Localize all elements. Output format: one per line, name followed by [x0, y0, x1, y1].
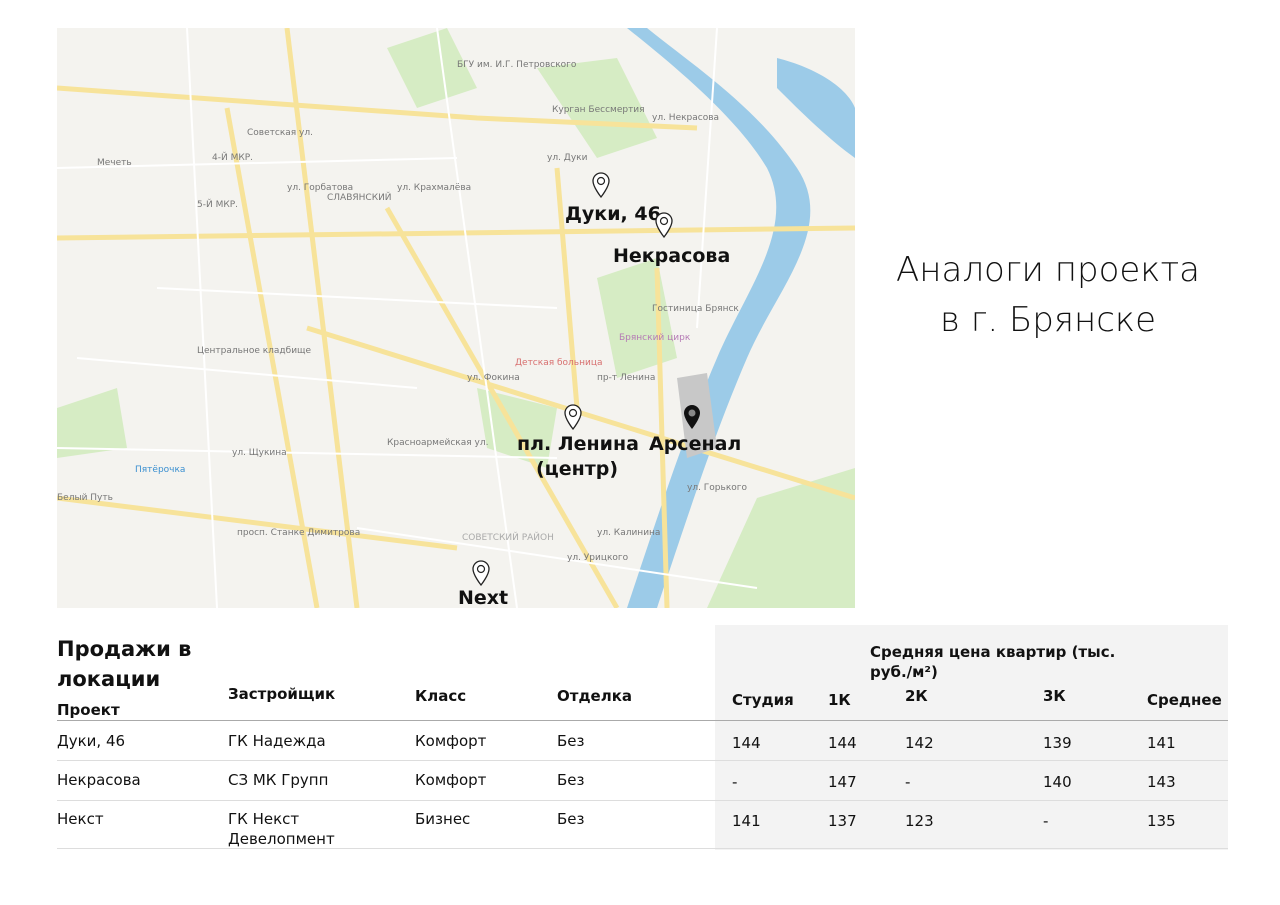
page-title: Аналоги проекта в г. Брянске — [870, 245, 1226, 345]
title-line2: в г. Брянске — [939, 300, 1157, 340]
map-street-label: ул. Некрасова — [652, 113, 720, 123]
table-cell: 140 — [1043, 773, 1072, 791]
map-street-label: Красноармейская ул. — [387, 438, 489, 448]
price-column-shade — [715, 625, 1228, 850]
table-cell: Некрасова — [57, 771, 141, 789]
map-place-label: 4-Й МКР. — [212, 153, 254, 163]
table-cell: 139 — [1043, 734, 1072, 752]
table-cell: 123 — [905, 812, 934, 830]
table-cell: 141 — [732, 812, 761, 830]
col-header: Класс — [415, 687, 467, 705]
table-cell: 135 — [1147, 812, 1176, 830]
table-cell: Некст — [57, 810, 104, 828]
table-cell: - — [1043, 812, 1049, 830]
table-cell: Без — [557, 810, 585, 828]
table-cell: ГК Некст Девелопмент — [228, 810, 335, 848]
table-cell: 144 — [828, 734, 857, 752]
section-title: Продажи в локации — [57, 637, 192, 691]
map-street-label: Советская ул. — [247, 128, 313, 138]
map-street-label: ул. Горбатова — [287, 183, 354, 193]
map-place-label: Гостиница Брянск — [652, 304, 739, 314]
marker-label: пл. Ленина (центр) — [517, 432, 639, 482]
marker-label: Дуки, 46 — [565, 203, 661, 225]
col-header: 2К — [905, 687, 928, 705]
col-header: Среднее — [1147, 691, 1222, 709]
row-divider — [57, 800, 1228, 801]
map-pin-outline-icon[interactable] — [592, 172, 610, 198]
map-pin-outline-icon[interactable] — [655, 212, 673, 238]
col-header: Застройщик — [228, 685, 336, 703]
map-pin-filled-icon[interactable] — [683, 404, 701, 430]
table-cell: Без — [557, 732, 585, 750]
marker-label: Арсенал — [649, 433, 742, 455]
marker-label: Next — [458, 587, 509, 608]
col-header: 3К — [1043, 687, 1066, 705]
table-cell: Без — [557, 771, 585, 789]
table-cell: СЗ МК Групп — [228, 771, 329, 789]
map-place-label: БГУ им. И.Г. Петровского — [457, 60, 577, 70]
map-place-label: 5-Й МКР. — [197, 200, 239, 210]
map-place-label: Центральное кладбище — [197, 346, 312, 356]
map-place-label: Белый Путь — [57, 493, 113, 503]
table-cell: - — [905, 773, 911, 791]
map-street-label: ул. Дуки — [547, 153, 588, 163]
map-street-label: просп. Станке Димитрова — [237, 528, 361, 538]
marker-label: Некрасова — [613, 245, 731, 267]
map-street-label: пр-т Ленина — [597, 373, 656, 383]
table-cell: 147 — [828, 773, 857, 791]
table-cell: 142 — [905, 734, 934, 752]
map-place-label: СОВЕТСКИЙ РАЙОН — [462, 533, 554, 543]
map-place-label: СЛАВЯНСКИЙ — [327, 193, 392, 203]
map-place-label: Пятёрочка — [135, 465, 186, 475]
map[interactable]: БГУ им. И.Г. Петровского Курган Бессмерт… — [57, 28, 855, 608]
map-street-label: ул. Урицкого — [567, 553, 629, 563]
table-cell: 141 — [1147, 734, 1176, 752]
map-place-label: Курган Бессмертия — [552, 105, 645, 115]
table-cell: Дуки, 46 — [57, 732, 126, 750]
row-divider — [57, 848, 1228, 849]
map-street-label: ул. Щукина — [232, 448, 287, 458]
col-header: Отделка — [557, 687, 633, 705]
col-header: Студия — [732, 691, 794, 709]
marker-label-line1: пл. Ленина — [517, 433, 639, 455]
table-cell: - — [732, 773, 738, 791]
header-divider — [57, 720, 1228, 721]
map-street-label: ул. Горького — [687, 483, 747, 493]
map-place-label: Мечеть — [97, 158, 132, 168]
map-pin-outline-icon[interactable] — [472, 560, 490, 586]
table-cell: ГК Надежда — [228, 732, 326, 750]
map-street-label: ул. Калинина — [597, 528, 661, 538]
map-pin-outline-icon[interactable] — [564, 404, 582, 430]
map-background — [57, 28, 855, 608]
map-place-label: Брянский цирк — [619, 333, 691, 343]
map-street-label: ул. Фокина — [467, 373, 520, 383]
map-street-label: ул. Крахмалёва — [397, 183, 472, 193]
map-place-label: Детская больница — [515, 358, 603, 368]
table-cell: 143 — [1147, 773, 1176, 791]
price-group-header: Средняя цена квартир (тыс. руб./м²) — [870, 643, 1116, 681]
row-divider — [57, 760, 1228, 761]
col-header: Проект — [57, 701, 120, 719]
table-cell: Комфорт — [415, 732, 487, 750]
table-cell: Бизнес — [415, 810, 471, 828]
marker-label-line2: (центр) — [535, 458, 619, 480]
table-cell: 137 — [828, 812, 857, 830]
title-line1: Аналоги проекта — [896, 250, 1200, 290]
table-cell: 144 — [732, 734, 761, 752]
col-header: 1К — [828, 691, 851, 709]
table-cell: Комфорт — [415, 771, 487, 789]
